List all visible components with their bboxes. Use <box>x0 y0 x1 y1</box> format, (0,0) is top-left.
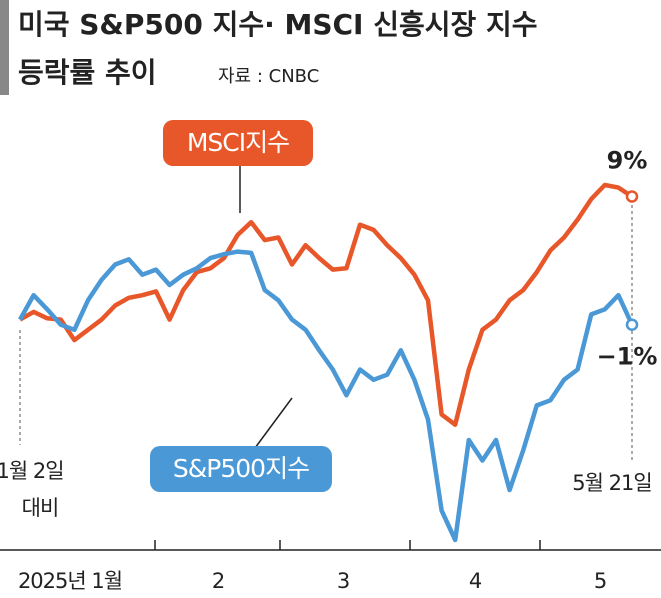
source: 자료 : CNBC <box>218 66 319 87</box>
value-label: 9% <box>607 147 648 175</box>
end-point <box>625 190 639 203</box>
legend-box <box>150 446 332 492</box>
x-tick-label: 4 <box>469 569 482 593</box>
callout-pointer <box>254 397 293 449</box>
plot <box>18 182 635 543</box>
annotation: 5월 21일 <box>572 471 651 495</box>
end-point <box>625 318 639 331</box>
title: 등락률 추이 <box>18 56 157 89</box>
x-tick-label: 2 <box>212 569 224 593</box>
title-bar <box>0 0 9 95</box>
x-tick-label: 3 <box>337 569 349 593</box>
x-tick-label: 5 <box>594 569 606 593</box>
line <box>18 182 634 427</box>
title: 미국 S&P500 지수· MSCI 신흥시장 지수 <box>18 8 538 41</box>
legend-box <box>163 120 313 166</box>
legend-label: MSCI지수 <box>187 128 289 157</box>
legend-label: S&P500지수 <box>173 454 309 483</box>
annotation: 대비 <box>22 496 59 520</box>
annotation: 1월 2일 <box>0 459 64 483</box>
x-tick-label: 2025년 1월 <box>18 569 122 593</box>
value-label: −1% <box>597 343 658 371</box>
line <box>18 249 635 543</box>
